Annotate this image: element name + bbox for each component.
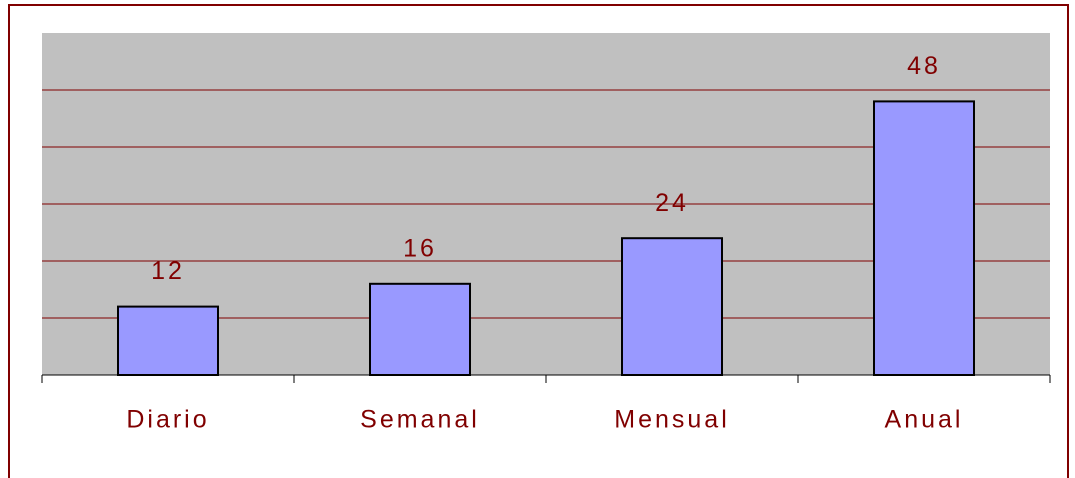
value-label: 16 <box>403 234 437 262</box>
bar <box>117 305 219 377</box>
bar <box>621 237 723 376</box>
x-tick-label: Semanal <box>360 406 480 434</box>
bar <box>873 100 975 377</box>
bar <box>369 282 471 376</box>
x-tick-label: Diario <box>126 406 209 434</box>
value-label: 48 <box>907 52 941 80</box>
value-label: 24 <box>655 189 689 217</box>
value-label: 12 <box>151 257 185 285</box>
x-tick-label: Anual <box>885 406 964 434</box>
x-tick-label: Mensual <box>614 406 730 434</box>
frame <box>8 4 1069 478</box>
